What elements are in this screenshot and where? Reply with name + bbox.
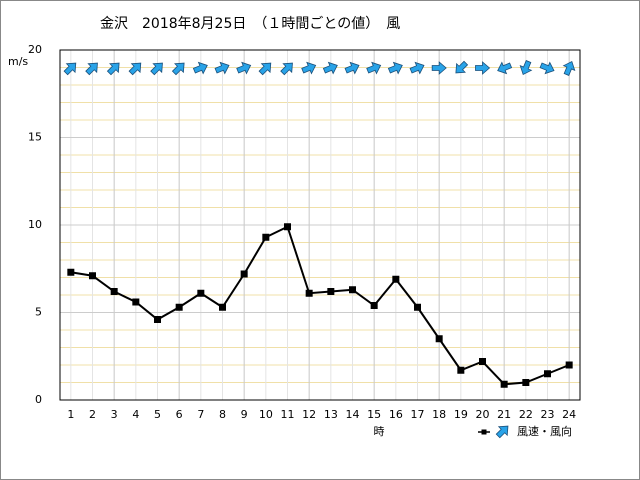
data-point xyxy=(219,303,226,311)
x-tick-label: 15 xyxy=(367,408,381,421)
data-point xyxy=(132,298,140,306)
x-tick-label: 13 xyxy=(324,408,338,421)
data-point xyxy=(197,289,205,297)
data-point xyxy=(67,268,75,276)
data-point xyxy=(565,361,573,369)
x-tick-label: 5 xyxy=(154,408,161,421)
x-tick-label: 23 xyxy=(541,408,555,421)
wind-arrow xyxy=(387,61,403,75)
data-point xyxy=(154,316,161,323)
wind-arrow xyxy=(344,61,360,75)
legend-arrow xyxy=(495,425,509,439)
plot-border xyxy=(59,49,581,401)
x-tick-label: 1 xyxy=(67,408,74,421)
data-point xyxy=(349,286,356,294)
legend-label: 風速・風向 xyxy=(517,424,572,438)
y-tick-label: 0 xyxy=(35,393,42,406)
data-point xyxy=(414,303,421,311)
x-tick-label: 16 xyxy=(389,408,403,421)
x-tick-label: 20 xyxy=(476,408,490,421)
wind-arrow xyxy=(150,62,163,76)
y-axis-label: m/s xyxy=(8,55,28,68)
x-tick-label: 12 xyxy=(302,408,316,421)
data-point xyxy=(327,288,335,295)
x-tick-label: 11 xyxy=(281,408,295,421)
data-line xyxy=(70,225,570,386)
data-point xyxy=(262,233,270,241)
y-tick-label: 5 xyxy=(35,306,42,319)
data-point xyxy=(284,223,291,231)
wind-arrow xyxy=(214,61,230,75)
x-tick-label: 24 xyxy=(562,408,576,421)
wind-arrow xyxy=(475,61,491,75)
x-tick-label: 7 xyxy=(197,408,204,421)
legend-marker xyxy=(481,429,487,435)
data-point xyxy=(500,380,508,388)
x-tick-label: 10 xyxy=(259,408,273,421)
wind-arrow xyxy=(431,61,447,75)
wind-arrow xyxy=(539,61,555,75)
wind-arrow xyxy=(85,62,98,76)
x-axis-label: 時 xyxy=(374,425,385,438)
x-tick-label: 21 xyxy=(497,408,511,421)
y-tick-label: 10 xyxy=(28,218,42,231)
data-point xyxy=(479,358,486,365)
x-tick-label: 3 xyxy=(111,408,118,421)
y-tick-label: 15 xyxy=(28,131,42,144)
data-point xyxy=(435,335,443,343)
x-tick-label: 17 xyxy=(411,408,425,421)
wind-arrow xyxy=(258,62,272,76)
data-point xyxy=(522,379,530,386)
wind-arrow xyxy=(171,62,185,76)
x-tick-label: 6 xyxy=(176,408,183,421)
wind-arrow xyxy=(106,62,120,76)
x-tick-label: 19 xyxy=(454,408,468,421)
wind-arrow xyxy=(280,62,293,76)
data-point xyxy=(544,370,551,378)
x-tick-label: 8 xyxy=(219,408,226,421)
data-point xyxy=(89,272,96,280)
wind-arrow xyxy=(192,61,208,75)
x-tick-label: 18 xyxy=(432,408,446,421)
x-tick-label: 14 xyxy=(346,408,360,421)
wind-arrow xyxy=(562,60,576,76)
wind-arrow xyxy=(236,61,252,75)
wind-arrow xyxy=(322,61,338,75)
wind-arrow xyxy=(366,61,382,75)
wind-arrow xyxy=(409,61,425,75)
data-point xyxy=(240,270,248,278)
data-point xyxy=(370,302,378,309)
data-point xyxy=(457,366,465,374)
wind-arrow xyxy=(63,62,77,76)
data-point xyxy=(175,303,183,311)
data-point xyxy=(392,275,400,283)
x-tick-label: 2 xyxy=(89,408,96,421)
wind-arrow xyxy=(519,60,533,76)
y-tick-label: 20 xyxy=(28,43,42,56)
x-tick-label: 9 xyxy=(241,408,248,421)
wind-arrow xyxy=(455,60,469,74)
wind-arrow xyxy=(497,61,513,75)
wind-arrow xyxy=(128,62,142,76)
x-tick-label: 4 xyxy=(132,408,139,421)
data-point xyxy=(305,289,313,297)
wind-arrow xyxy=(301,61,317,75)
chart-title: 金沢 2018年8月25日 （１時間ごとの値） 風 xyxy=(100,16,400,32)
x-tick-label: 22 xyxy=(519,408,533,421)
data-point xyxy=(110,288,118,295)
